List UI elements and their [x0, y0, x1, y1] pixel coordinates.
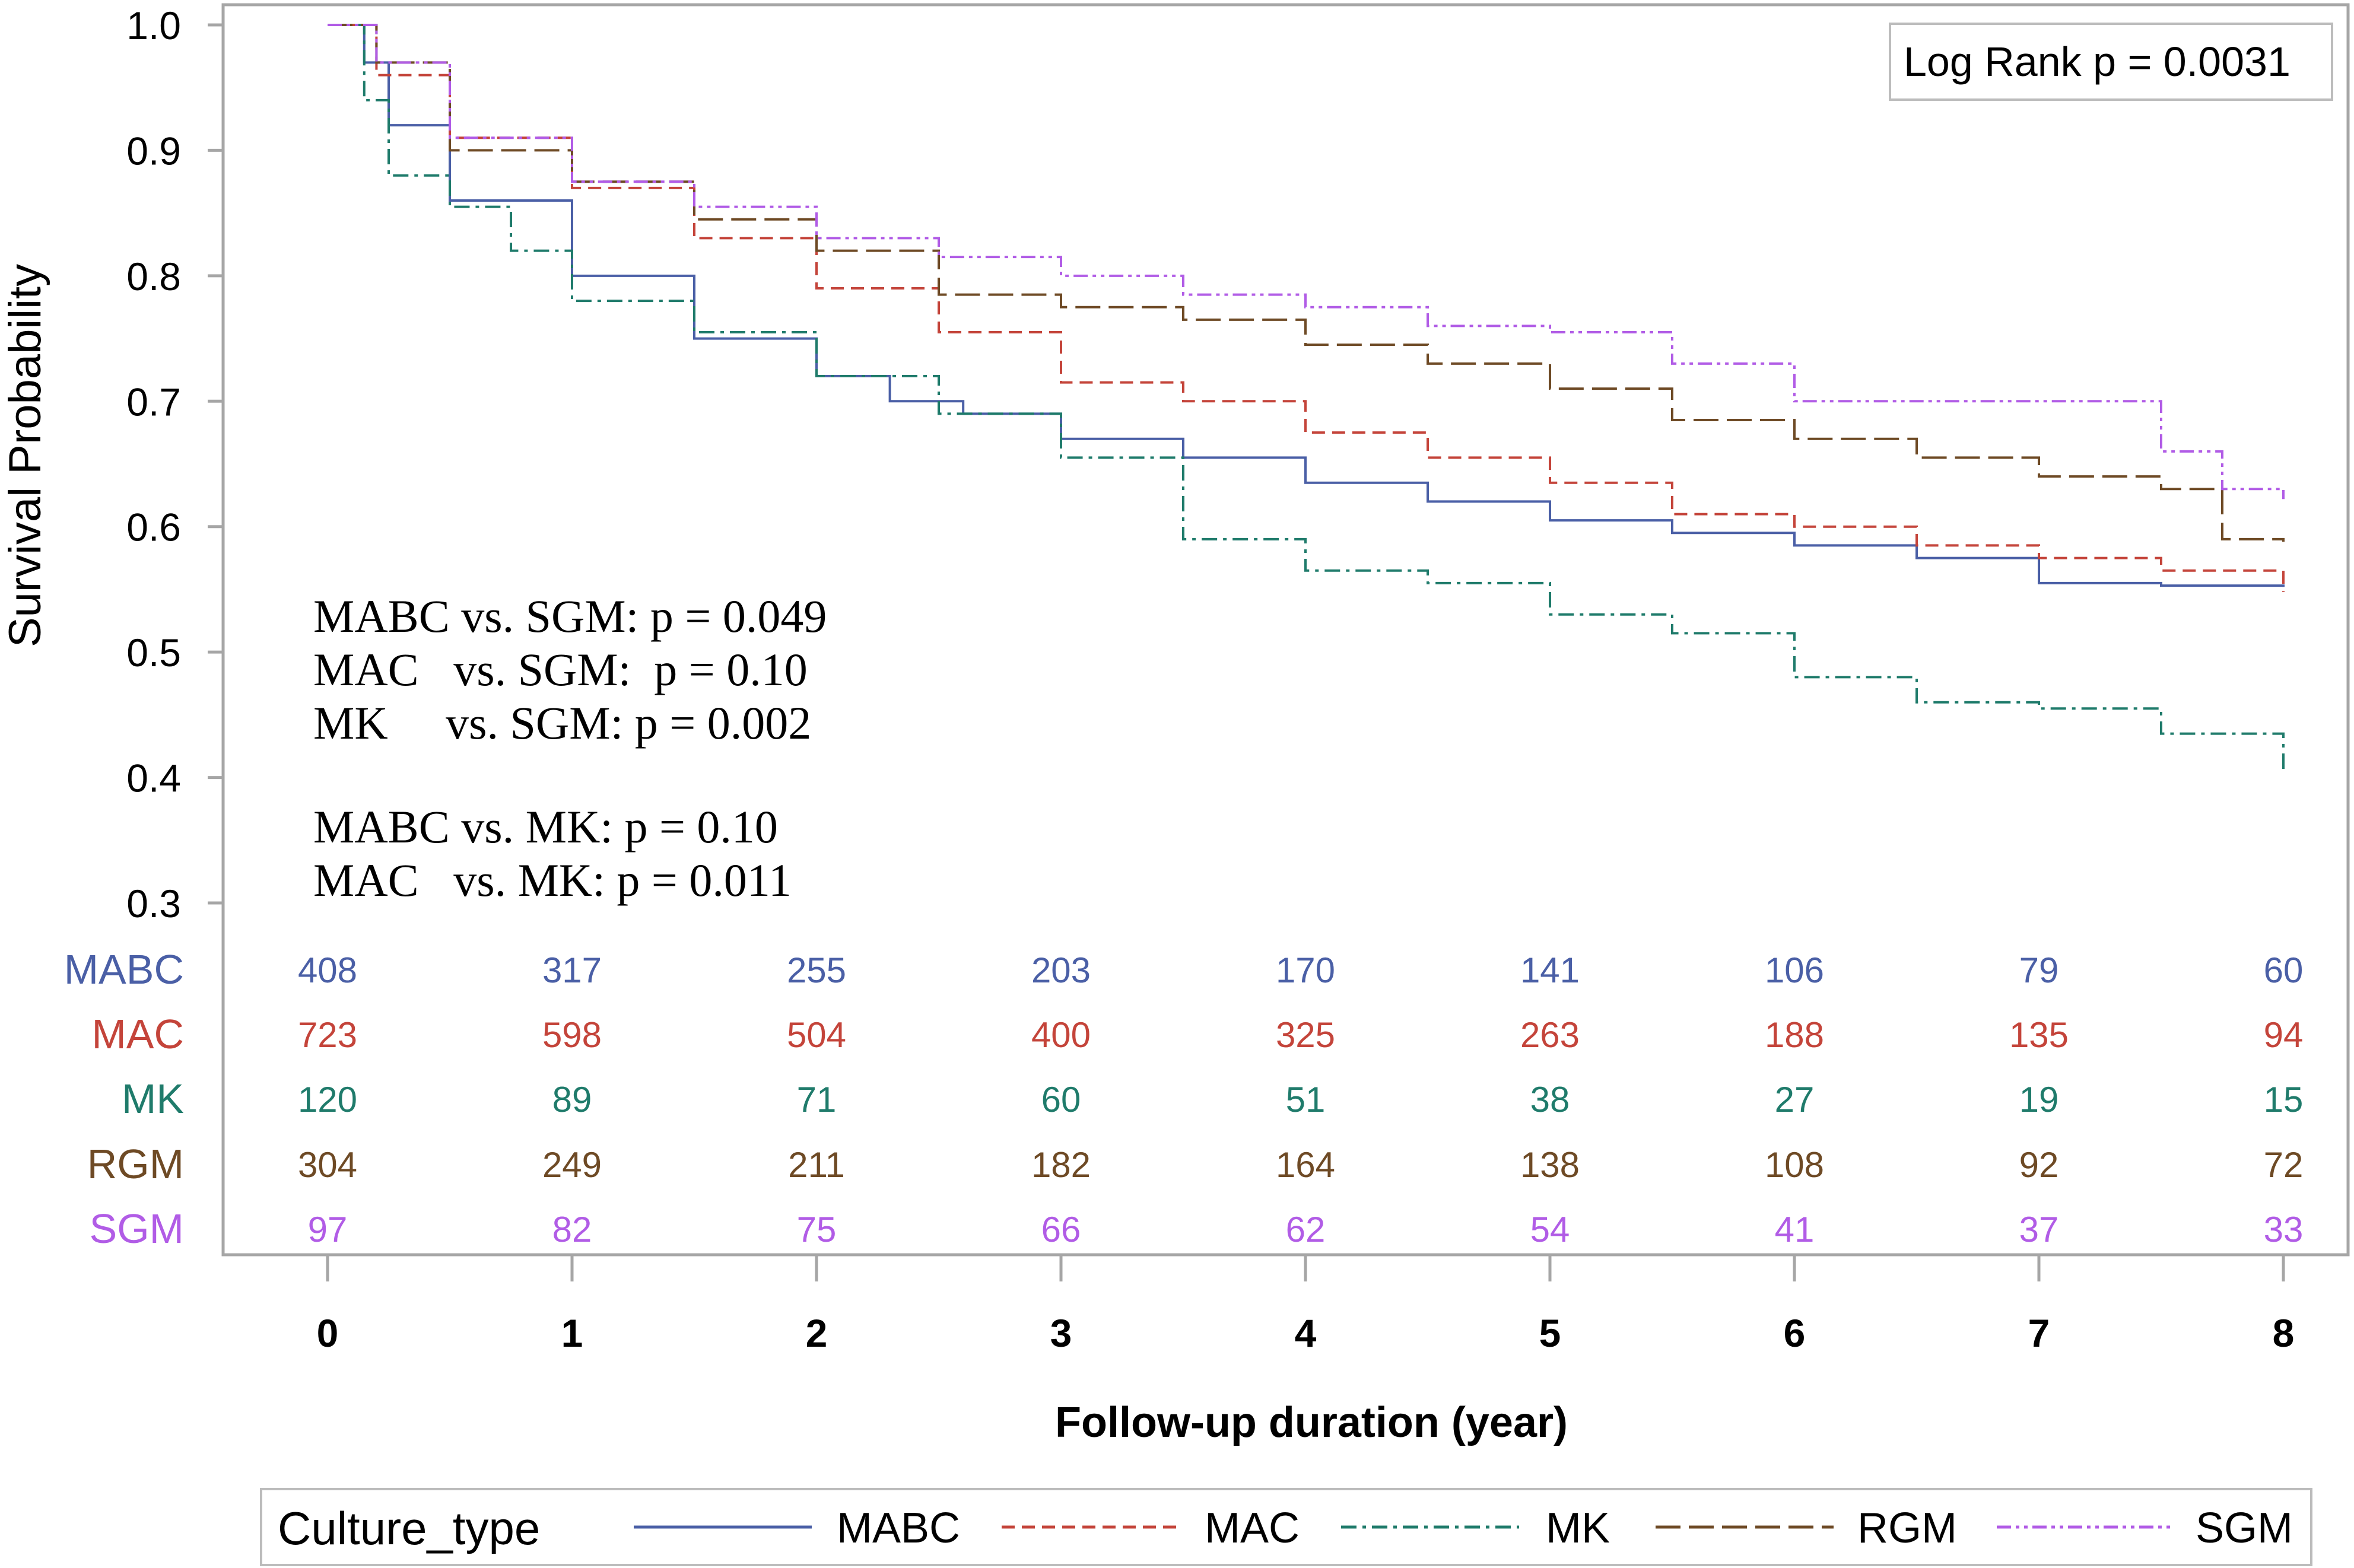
legend-label-mac: MAC — [1205, 1505, 1300, 1552]
pvalue-annotations: MABC vs. SGM: p = 0.049 MAC vs. SGM: p =… — [313, 590, 827, 906]
at-risk-value: 89 — [552, 1080, 592, 1119]
survival-curves — [328, 24, 2285, 771]
at-risk-value: 97 — [308, 1210, 348, 1249]
legend: Culture_type MABC MAC MK RGM SGM — [260, 1488, 2312, 1566]
survival-curve-sgm — [328, 24, 2285, 500]
logrank-text: Log Rank p = 0.0031 — [1904, 39, 2291, 85]
at-risk-value: 19 — [2019, 1080, 2059, 1119]
y-tick-label: 0.5 — [126, 631, 181, 675]
y-axis-label: Survival Probability — [0, 264, 50, 647]
at-risk-value: 82 — [552, 1210, 592, 1249]
x-axis: 0 1 2 3 4 5 6 7 8 — [317, 1255, 2295, 1355]
at-risk-value: 135 — [2009, 1015, 2069, 1055]
y-tick-label: 0.9 — [126, 129, 181, 173]
at-risk-value: 33 — [2264, 1210, 2304, 1249]
x-tick-label: 8 — [2273, 1311, 2295, 1355]
y-axis: 0.3 0.4 0.5 0.6 0.7 0.8 0.9 1.0 — [126, 4, 223, 925]
at-risk-value: 138 — [1520, 1145, 1580, 1185]
logrank-box-border — [1889, 23, 2333, 101]
x-tick-label: 0 — [317, 1311, 339, 1355]
at-risk-value: 211 — [788, 1145, 845, 1185]
annotation-mabc-mk: MABC vs. MK: p = 0.10 — [313, 801, 778, 853]
at-risk-value: 106 — [1765, 950, 1824, 990]
at-risk-value: 94 — [2264, 1015, 2304, 1055]
legend-label-mabc: MABC — [837, 1505, 960, 1552]
legend-title: Culture_type — [278, 1502, 540, 1554]
legend-label-sgm: SGM — [2196, 1505, 2293, 1552]
x-tick-label: 4 — [1295, 1311, 1317, 1355]
at-risk-value: 51 — [1286, 1080, 1326, 1119]
at-risk-value: 723 — [298, 1015, 357, 1055]
at-risk-value: 66 — [1041, 1210, 1081, 1249]
at-risk-value: 120 — [298, 1080, 357, 1119]
survival-curve-mac — [328, 24, 2285, 592]
annotation-mac-mk: MAC vs. MK: p = 0.011 — [313, 854, 792, 906]
at-risk-value: 75 — [797, 1210, 837, 1249]
at-risk-value: 325 — [1276, 1015, 1335, 1055]
at-risk-value: 504 — [787, 1015, 846, 1055]
y-tick-label: 0.3 — [126, 882, 181, 925]
at-risk-row-label: SGM — [90, 1206, 184, 1252]
at-risk-value: 400 — [1031, 1015, 1091, 1055]
at-risk-value: 60 — [2264, 950, 2304, 990]
survival-curve-mabc — [328, 24, 2285, 587]
at-risk-value: 317 — [542, 950, 602, 990]
at-risk-value: 79 — [2019, 950, 2059, 990]
at-risk-row-label: MAC — [91, 1011, 184, 1057]
at-risk-value: 182 — [1031, 1145, 1091, 1185]
at-risk-value: 188 — [1765, 1015, 1824, 1055]
x-tick-label: 5 — [1539, 1311, 1561, 1355]
at-risk-value: 598 — [542, 1015, 602, 1055]
x-tick-label: 6 — [1784, 1311, 1806, 1355]
at-risk-value: 249 — [542, 1145, 602, 1185]
at-risk-row-label: RGM — [87, 1141, 184, 1187]
x-tick-label: 3 — [1050, 1311, 1072, 1355]
y-tick-label: 0.6 — [126, 505, 181, 549]
legend-label-mk: MK — [1546, 1505, 1610, 1552]
at-risk-value: 72 — [2264, 1145, 2304, 1185]
at-risk-value: 62 — [1286, 1210, 1326, 1249]
at-risk-value: 108 — [1765, 1145, 1824, 1185]
survival-curve-mk — [328, 24, 2285, 771]
y-tick-label: 0.4 — [126, 756, 181, 800]
y-tick-label: 1.0 — [126, 4, 181, 47]
at-risk-value: 408 — [298, 950, 357, 990]
at-risk-value: 37 — [2019, 1210, 2059, 1249]
at-risk-value: 255 — [787, 950, 846, 990]
x-axis-label: Follow-up duration (year) — [1055, 1399, 1568, 1446]
at-risk-value: 164 — [1276, 1145, 1335, 1185]
at-risk-value: 38 — [1530, 1080, 1570, 1119]
at-risk-value: 203 — [1031, 950, 1091, 990]
x-tick-label: 2 — [806, 1311, 828, 1355]
at-risk-value: 170 — [1276, 950, 1335, 990]
annotation-mabc-sgm: MABC vs. SGM: p = 0.049 — [313, 590, 827, 642]
at-risk-value: 41 — [1775, 1210, 1815, 1249]
at-risk-table: MABC 408 317 255 203 170 141 106 79 60 MAC 723 598 50… — [64, 946, 2304, 1252]
annotation-mac-sgm: MAC vs. SGM: p = 0.10 — [313, 644, 808, 695]
at-risk-row-label: MABC — [64, 946, 184, 993]
at-risk-value: 71 — [797, 1080, 837, 1119]
at-risk-value: 27 — [1775, 1080, 1815, 1119]
at-risk-value: 263 — [1520, 1015, 1580, 1055]
at-risk-row-label: MK — [122, 1076, 184, 1122]
at-risk-value: 92 — [2019, 1145, 2059, 1185]
y-tick-label: 0.8 — [126, 255, 181, 298]
at-risk-value: 304 — [298, 1145, 357, 1185]
legend-border — [260, 1488, 2312, 1566]
plot-frame — [221, 3, 2350, 1257]
at-risk-value: 141 — [1520, 950, 1580, 990]
legend-items: MABC MAC MK RGM SGM — [634, 1505, 2293, 1552]
at-risk-value: 54 — [1530, 1210, 1570, 1249]
at-risk-value: 60 — [1041, 1080, 1081, 1119]
y-tick-label: 0.7 — [126, 380, 181, 424]
logrank-box: Log Rank p = 0.0031 — [1889, 23, 2333, 101]
x-tick-label: 7 — [2028, 1311, 2050, 1355]
annotation-mk-sgm: MK vs. SGM: p = 0.002 — [313, 697, 811, 749]
at-risk-value: 15 — [2264, 1080, 2304, 1119]
x-tick-label: 1 — [561, 1311, 583, 1355]
legend-label-rgm: RGM — [1857, 1505, 1957, 1552]
